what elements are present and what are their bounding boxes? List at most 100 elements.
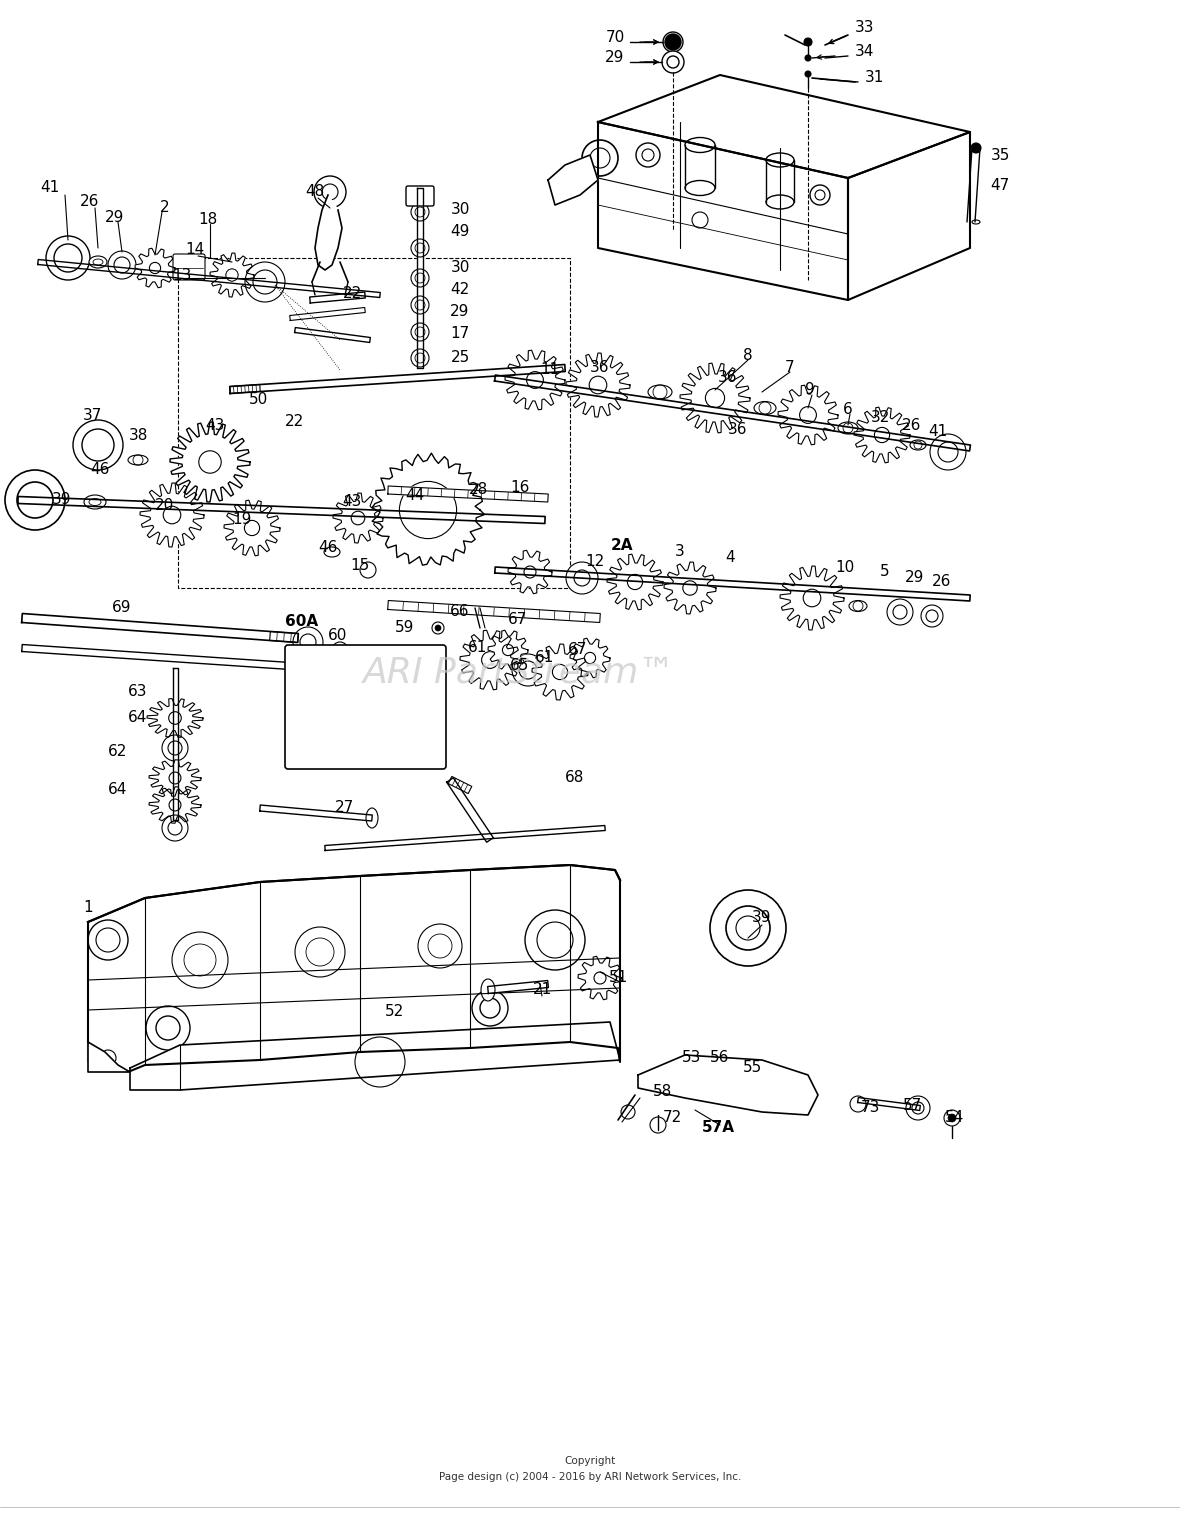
Circle shape <box>411 239 430 257</box>
Circle shape <box>472 989 509 1026</box>
Circle shape <box>481 651 498 668</box>
Circle shape <box>564 174 581 190</box>
Text: 32: 32 <box>871 410 890 425</box>
Ellipse shape <box>127 456 148 465</box>
Ellipse shape <box>848 601 867 612</box>
FancyBboxPatch shape <box>286 645 446 769</box>
Circle shape <box>435 625 441 631</box>
Text: 36: 36 <box>728 422 748 437</box>
Polygon shape <box>417 188 422 368</box>
Polygon shape <box>21 645 290 670</box>
Circle shape <box>948 1115 956 1122</box>
Text: 41: 41 <box>929 425 948 439</box>
Text: 10: 10 <box>835 561 854 575</box>
Polygon shape <box>210 252 254 297</box>
Circle shape <box>628 575 643 590</box>
Polygon shape <box>509 550 552 593</box>
Text: 70: 70 <box>605 29 624 44</box>
Ellipse shape <box>766 196 794 209</box>
Text: 7: 7 <box>785 361 795 376</box>
Circle shape <box>642 148 654 161</box>
Text: 21: 21 <box>532 983 551 997</box>
Text: 37: 37 <box>83 408 101 422</box>
Circle shape <box>322 680 337 696</box>
Polygon shape <box>88 865 620 1072</box>
Text: 26: 26 <box>932 575 952 590</box>
Circle shape <box>355 1037 405 1087</box>
Text: 53: 53 <box>682 1050 702 1066</box>
Circle shape <box>800 407 817 424</box>
Circle shape <box>874 428 890 442</box>
Text: 18: 18 <box>198 213 217 228</box>
Text: 39: 39 <box>52 492 72 508</box>
Text: 22: 22 <box>342 286 361 301</box>
Polygon shape <box>388 601 601 622</box>
Circle shape <box>805 70 811 76</box>
Polygon shape <box>548 154 598 205</box>
Circle shape <box>944 1110 961 1125</box>
Polygon shape <box>149 760 201 797</box>
Text: 73: 73 <box>860 1101 879 1116</box>
Text: 5: 5 <box>880 564 890 579</box>
Circle shape <box>930 434 966 469</box>
Circle shape <box>662 50 684 73</box>
Circle shape <box>590 148 610 168</box>
Text: 39: 39 <box>753 910 772 925</box>
Text: 52: 52 <box>386 1005 405 1020</box>
Circle shape <box>88 920 127 960</box>
Polygon shape <box>854 407 910 463</box>
Circle shape <box>512 654 544 687</box>
Circle shape <box>525 910 585 969</box>
Polygon shape <box>372 453 485 566</box>
Circle shape <box>244 520 260 535</box>
Polygon shape <box>224 500 280 557</box>
Polygon shape <box>315 196 342 271</box>
Circle shape <box>706 388 725 408</box>
Circle shape <box>503 644 513 656</box>
Polygon shape <box>149 787 201 823</box>
Ellipse shape <box>910 440 926 450</box>
Polygon shape <box>230 364 565 393</box>
Polygon shape <box>148 699 203 737</box>
Circle shape <box>526 372 544 388</box>
Text: 31: 31 <box>865 70 885 86</box>
Circle shape <box>348 708 372 732</box>
Text: 66: 66 <box>451 604 470 619</box>
Circle shape <box>906 1096 930 1121</box>
Text: 4: 4 <box>726 550 735 566</box>
Text: 3: 3 <box>675 544 684 560</box>
Polygon shape <box>260 804 372 821</box>
Polygon shape <box>230 384 261 393</box>
Ellipse shape <box>754 402 776 414</box>
Polygon shape <box>566 353 630 417</box>
Circle shape <box>198 451 221 472</box>
Text: 49: 49 <box>451 225 470 240</box>
Text: 54: 54 <box>945 1110 964 1125</box>
Circle shape <box>809 185 830 205</box>
Circle shape <box>804 589 821 607</box>
Ellipse shape <box>481 979 494 1001</box>
Polygon shape <box>494 567 970 601</box>
Polygon shape <box>170 422 250 502</box>
Text: 29: 29 <box>905 570 925 586</box>
Circle shape <box>411 297 430 313</box>
Text: 58: 58 <box>653 1084 671 1099</box>
Circle shape <box>352 511 365 524</box>
Circle shape <box>650 1118 666 1133</box>
Text: 20: 20 <box>156 497 175 512</box>
Circle shape <box>100 1050 116 1066</box>
Circle shape <box>360 563 376 578</box>
Ellipse shape <box>366 807 378 829</box>
Polygon shape <box>130 1021 620 1090</box>
Text: 29: 29 <box>105 211 125 225</box>
Circle shape <box>805 55 811 61</box>
Circle shape <box>666 34 681 50</box>
Circle shape <box>150 263 160 274</box>
Polygon shape <box>270 631 299 642</box>
Text: 61: 61 <box>536 650 555 665</box>
Ellipse shape <box>648 385 671 399</box>
Circle shape <box>162 735 188 761</box>
Circle shape <box>109 251 136 278</box>
Polygon shape <box>18 497 545 523</box>
Polygon shape <box>172 668 177 820</box>
